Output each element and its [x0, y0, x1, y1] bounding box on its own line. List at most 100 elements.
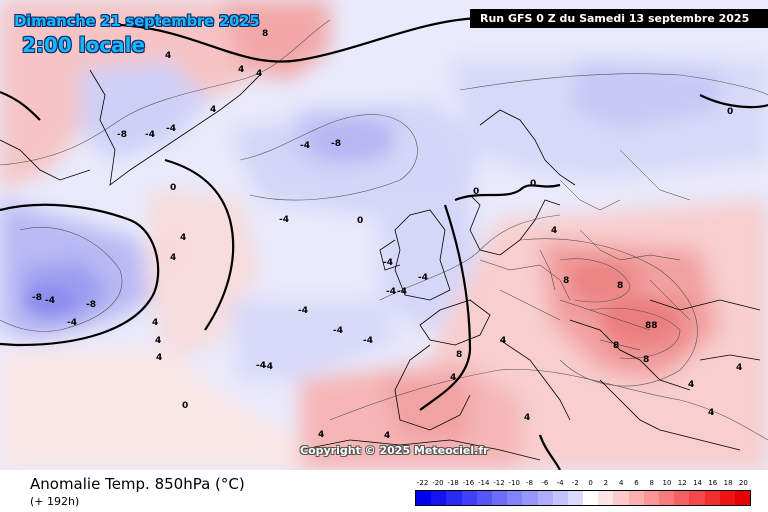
- color-scale-segment: [583, 491, 599, 505]
- contour-label: -4: [166, 124, 176, 134]
- color-scale-tick: -12: [493, 479, 505, 487]
- zero-isotherm: [0, 16, 768, 470]
- color-scale-segment: [552, 491, 568, 505]
- contour-label: 4: [500, 336, 506, 346]
- anomaly-field: [0, 0, 768, 470]
- contour-label: -4: [256, 361, 266, 371]
- color-scale-segment: [734, 491, 751, 505]
- contour-label: -4: [397, 287, 407, 297]
- contour-label: 4: [384, 431, 390, 441]
- color-scale-segment: [416, 491, 432, 505]
- contour-label: -8: [331, 139, 341, 149]
- contour-label: 4: [551, 226, 557, 236]
- color-scale-tick: -16: [462, 479, 475, 487]
- color-scale-segment: [567, 491, 584, 505]
- color-scale-tick: -8: [526, 479, 534, 487]
- color-scale-bar: [415, 490, 751, 506]
- contour-label: 4: [688, 380, 694, 390]
- contour-label: 8: [456, 350, 462, 360]
- contour-label: -8: [32, 293, 42, 303]
- contour-label: 8: [643, 355, 649, 365]
- color-scale-tick: 20: [738, 479, 748, 487]
- color-scale-segment: [704, 491, 720, 505]
- coastlines: [0, 69, 761, 461]
- color-scale-segment: [598, 491, 614, 505]
- color-scale-tick: -18: [447, 479, 459, 487]
- color-scale-tick: 18: [723, 479, 733, 487]
- color-scale-tick: 4: [618, 479, 624, 487]
- color-scale-segment: [431, 491, 447, 505]
- color-scale-segment: [674, 491, 690, 505]
- color-scale-tick: 14: [693, 479, 702, 487]
- contour-label: -4: [363, 336, 373, 346]
- color-scale-tick: 16: [708, 479, 718, 487]
- contour-label: 8: [613, 341, 619, 351]
- contour-label: 88: [645, 321, 658, 331]
- contour-label: 4: [238, 65, 244, 75]
- color-scale-tick: 2: [603, 479, 609, 487]
- isotherm-contours: [0, 19, 768, 441]
- contour-label: 4: [318, 430, 324, 440]
- color-scale-tick: 8: [649, 479, 654, 487]
- lead-time: (+ 192h): [30, 495, 80, 508]
- color-scale-tick: 12: [677, 479, 687, 487]
- temperature-anomaly-map: 8 4 4 4 4 -8 -4 -4 0 0 4 4 -8 -4 -8 -4 -…: [0, 0, 768, 470]
- anomaly-field-detail: [25, 122, 675, 340]
- color-scale-segment: [461, 491, 477, 505]
- contour-label: 4: [170, 253, 176, 263]
- color-scale-ticks: -22 -20 -18 -16 -14 -12 -10 -8 -6 -4 -2 0 2 4 6 8 10 12 14…: [415, 479, 751, 491]
- country-borders: [479, 149, 691, 351]
- forecast-date: Dimanche 21 septembre 2025: [14, 12, 260, 30]
- contour-label: -4: [300, 141, 310, 151]
- contour-label: 0: [727, 107, 733, 117]
- color-scale-tick: -2: [571, 479, 579, 487]
- variable-title: Anomalie Temp. 850hPa (°C): [30, 475, 245, 493]
- contour-label: -4: [383, 258, 393, 268]
- color-scale-segment: [537, 491, 553, 505]
- contour-label: -4: [279, 215, 289, 225]
- color-scale-tick: 0: [588, 479, 593, 487]
- color-scale-segment: [446, 491, 462, 505]
- color-scale-segment: [719, 491, 735, 505]
- color-scale-tick: 10: [662, 479, 672, 487]
- contour-label: 4: [210, 105, 216, 115]
- contour-label: 0: [170, 183, 176, 193]
- contour-label: -4: [67, 318, 77, 328]
- contour-label: -4: [45, 296, 55, 306]
- color-scale-segment: [659, 491, 675, 505]
- contour-label: 4: [736, 363, 742, 373]
- forecast-time: 2:00 locale: [22, 33, 146, 57]
- contour-label: 4: [708, 408, 714, 418]
- contour-label: 4: [156, 353, 162, 363]
- color-scale-tick: -22: [416, 479, 429, 487]
- contour-label: 4: [524, 413, 530, 423]
- color-scale-segment: [689, 491, 705, 505]
- color-scale-tick: -10: [508, 479, 520, 487]
- color-scale-segment: [613, 491, 629, 505]
- contour-label: 4: [180, 233, 186, 243]
- contour-label: 0: [357, 216, 363, 226]
- color-scale-tick: -20: [432, 479, 444, 487]
- copyright-notice: Copyright © 2025 Meteociel.fr: [300, 444, 489, 457]
- contour-labels: 8 4 4 4 4 -8 -4 -4 0 0 4 4 -8 -4 -8 -4 -…: [32, 29, 742, 441]
- color-scale-segment: [507, 491, 523, 505]
- contour-label: -4: [145, 130, 155, 140]
- contour-label: 8: [563, 276, 569, 286]
- contour-label: -4: [263, 362, 273, 372]
- contour-label: -8: [117, 130, 127, 140]
- color-scale-tick: 6: [634, 479, 639, 487]
- contour-label: 8: [262, 29, 268, 39]
- contour-label: 0: [182, 401, 188, 411]
- contour-label: -8: [86, 300, 96, 310]
- color-scale-segment: [628, 491, 644, 505]
- color-scale-tick: -4: [556, 479, 564, 487]
- contour-label: -4: [333, 326, 343, 336]
- color-scale-tick: -14: [478, 479, 490, 487]
- contour-label: 4: [256, 69, 262, 79]
- contour-label: -4: [298, 306, 308, 316]
- color-scale-tick: -6: [541, 479, 549, 487]
- contour-label: 0: [530, 179, 536, 189]
- contour-label: 4: [450, 373, 456, 383]
- contour-label: 4: [155, 336, 161, 346]
